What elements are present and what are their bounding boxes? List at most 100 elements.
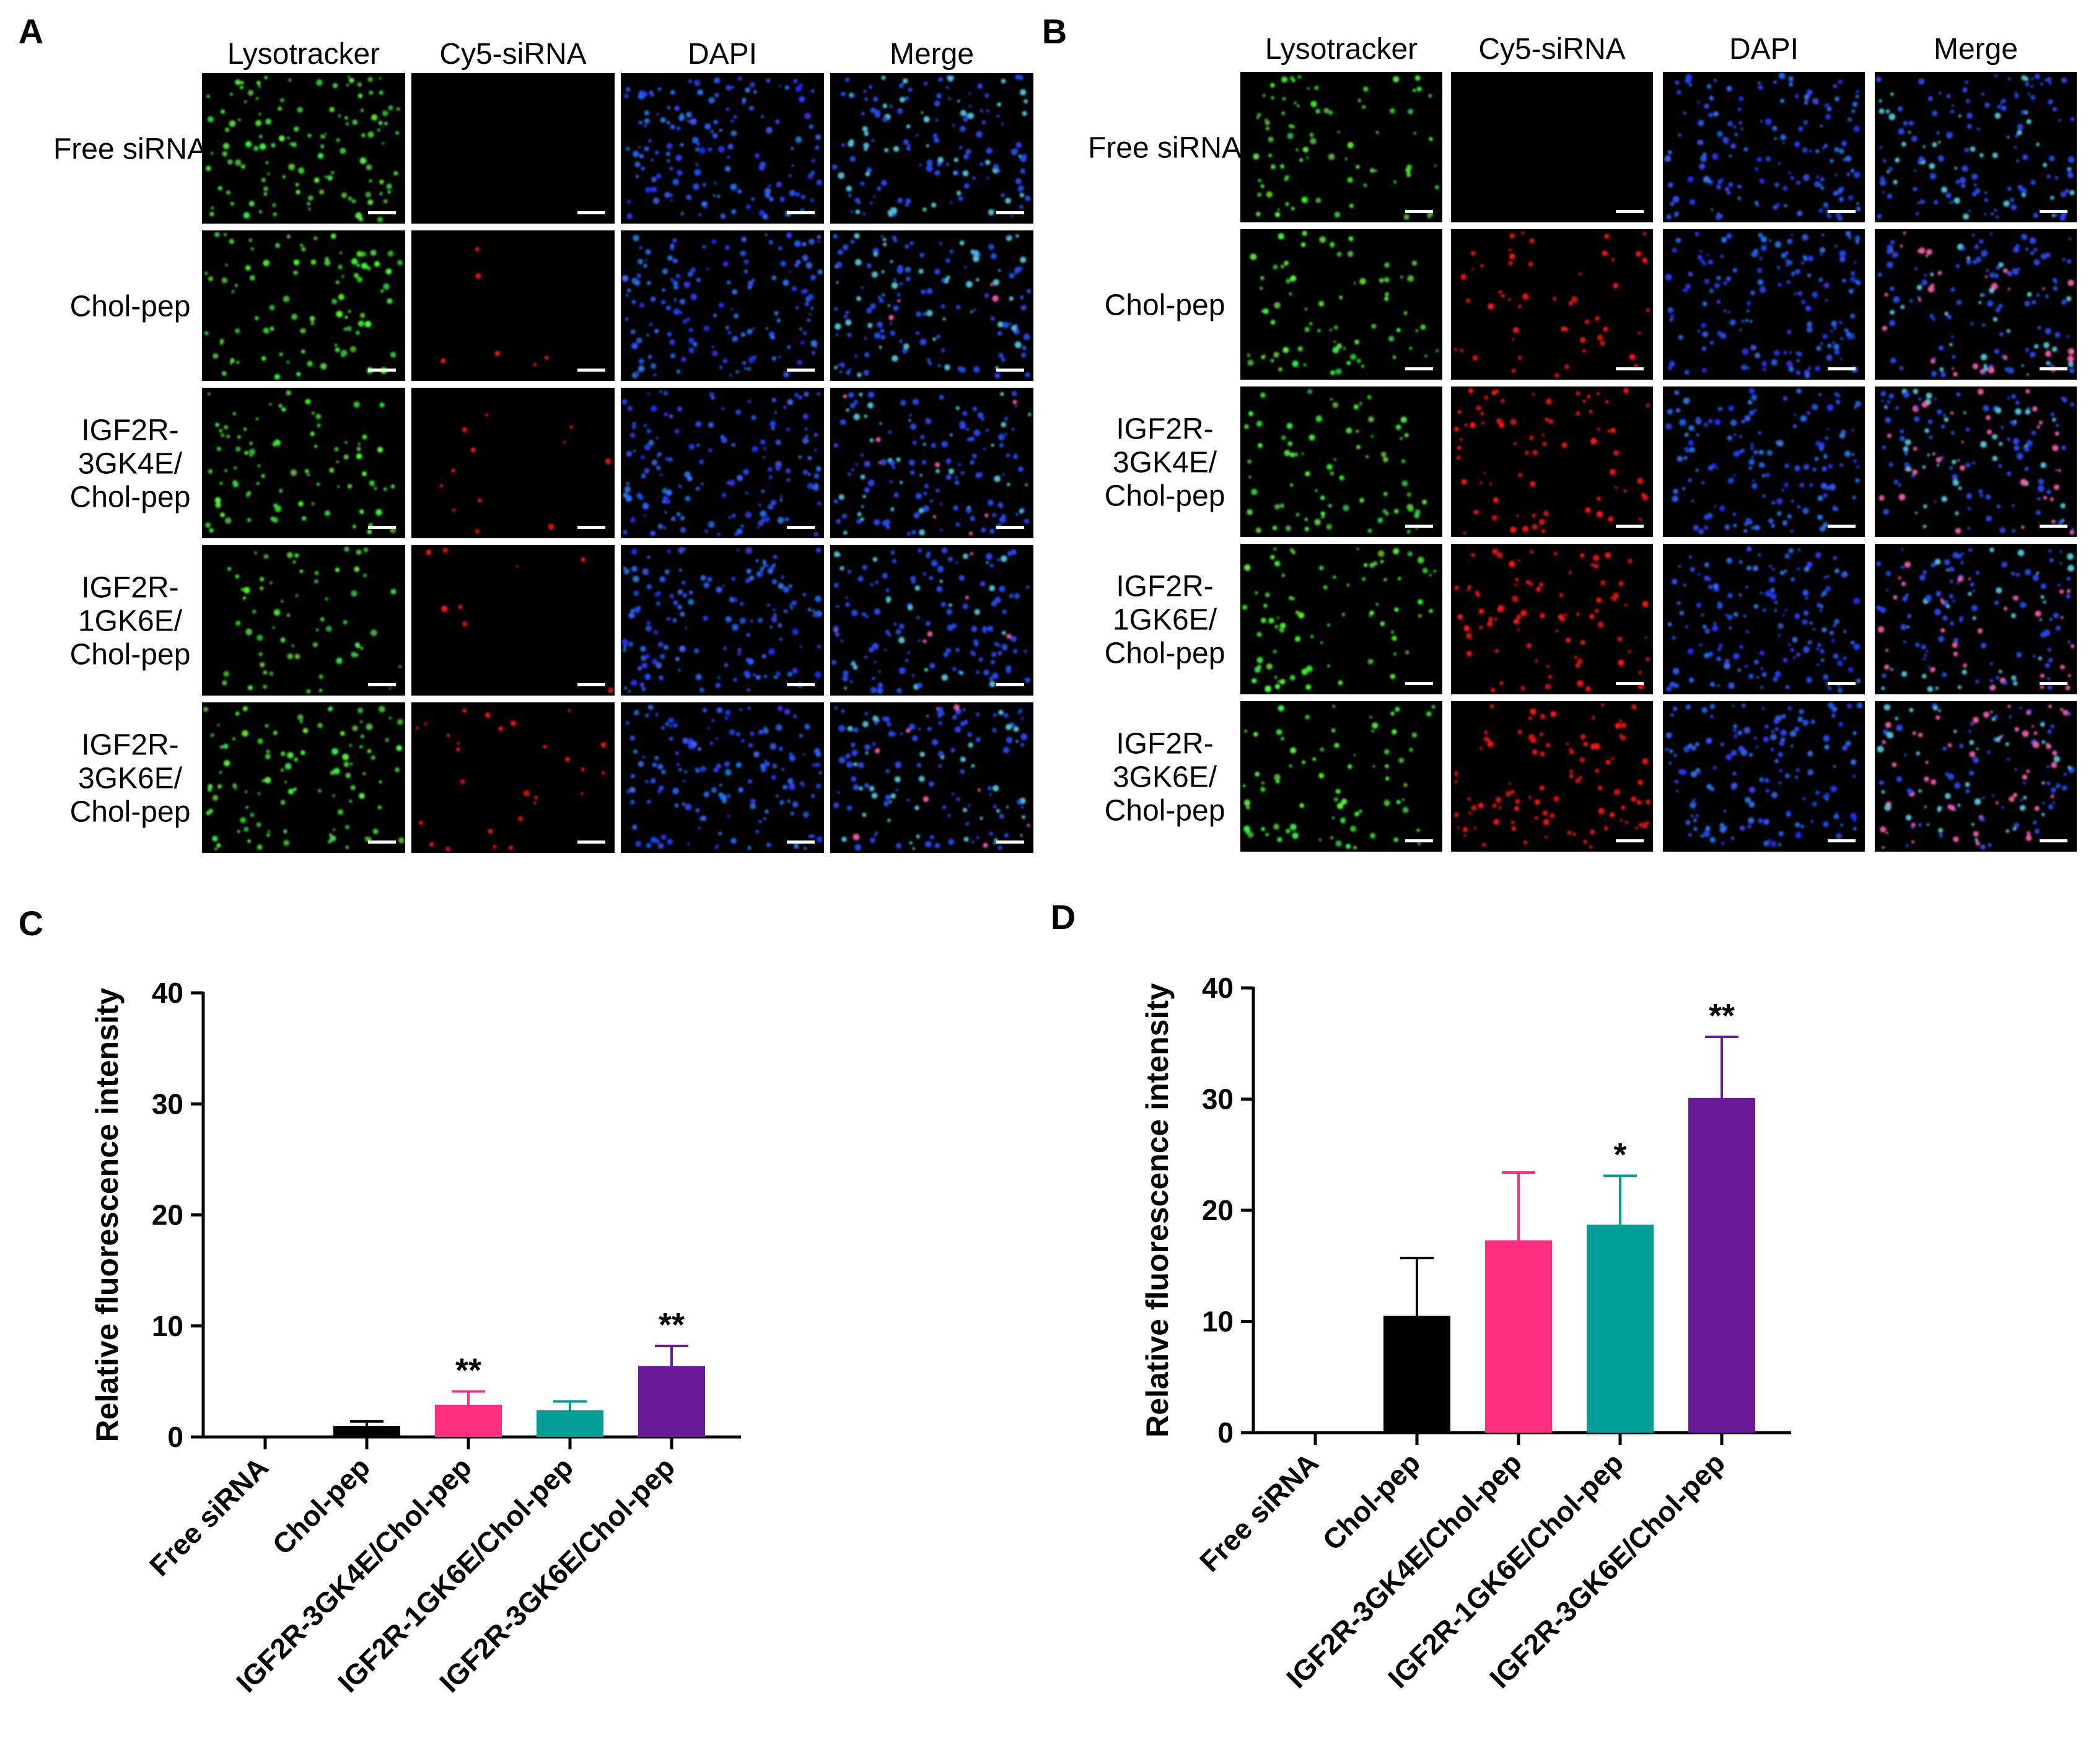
cell-spot xyxy=(247,518,252,522)
cell-spot xyxy=(1799,482,1805,488)
cell-spot xyxy=(1468,388,1474,394)
cell-spot xyxy=(648,139,652,143)
cell-spot xyxy=(1605,552,1611,559)
cell-spot xyxy=(621,399,628,405)
cell-spot xyxy=(2030,95,2036,100)
cell-spot xyxy=(1577,658,1583,665)
cell-spot xyxy=(2046,174,2051,179)
cell-spot xyxy=(996,644,1001,647)
cell-spot xyxy=(1918,732,1923,738)
cell-spot xyxy=(768,196,774,202)
cell-spot xyxy=(857,201,861,205)
cell-spot xyxy=(1820,253,1823,256)
micrograph-lysotracker xyxy=(202,73,405,224)
cell-spot xyxy=(2007,397,2010,400)
cell-spot xyxy=(1406,164,1412,170)
cell-spot xyxy=(1369,614,1372,618)
cell-spot xyxy=(1719,505,1725,512)
cell-spot xyxy=(1759,286,1766,294)
scale-bar xyxy=(996,369,1024,372)
cell-spot xyxy=(1929,163,1935,170)
cell-spot xyxy=(1807,769,1814,775)
cell-spot xyxy=(994,475,1001,482)
cell-spot xyxy=(1796,388,1802,394)
cell-spot xyxy=(1971,823,1975,826)
cell-spot xyxy=(1019,204,1024,209)
cell-spot xyxy=(1941,496,1948,502)
cell-spot xyxy=(1998,442,2003,446)
cell-spot xyxy=(1951,431,1955,435)
bar xyxy=(1587,1225,1654,1433)
cell-spot xyxy=(1856,678,1861,684)
cell-spot xyxy=(626,147,630,151)
cell-spot xyxy=(2023,795,2027,800)
cell-spot xyxy=(1665,423,1672,430)
micrograph-lysotracker xyxy=(202,545,405,696)
cell-spot xyxy=(1273,547,1277,551)
cell-spot xyxy=(699,460,704,465)
cell-spot xyxy=(959,146,963,150)
cell-spot xyxy=(1003,647,1007,651)
cell-spot xyxy=(640,455,645,460)
cell-spot xyxy=(1904,753,1907,757)
cell-spot xyxy=(739,618,747,624)
cell-spot xyxy=(1312,757,1317,761)
cell-spot xyxy=(1576,612,1580,616)
cell-spot xyxy=(2038,421,2043,425)
cell-spot xyxy=(1597,427,1600,431)
cell-spot xyxy=(343,327,348,331)
cell-spot xyxy=(256,482,260,485)
cell-spot xyxy=(1015,234,1019,238)
cell-spot xyxy=(630,608,634,613)
cell-spot xyxy=(989,563,994,568)
cell-spot xyxy=(887,818,891,823)
cell-spot xyxy=(1024,650,1027,653)
cell-spot xyxy=(2060,665,2065,670)
cell-spot xyxy=(630,774,636,779)
cell-spot xyxy=(1331,816,1335,819)
cell-spot xyxy=(601,771,605,775)
cell-spot xyxy=(1750,344,1756,351)
cell-spot xyxy=(1900,305,1905,310)
cell-spot xyxy=(685,803,692,811)
cell-spot xyxy=(1981,323,1986,327)
y-tick-label: 10 xyxy=(152,1310,183,1342)
cell-spot xyxy=(1838,320,1843,325)
cell-spot xyxy=(2010,198,2015,203)
cell-spot xyxy=(947,624,953,631)
cell-spot xyxy=(351,258,358,265)
cell-spot xyxy=(1750,443,1754,447)
cell-spot xyxy=(1943,414,1947,417)
cell-spot xyxy=(641,166,645,171)
cell-spot xyxy=(1605,759,1611,765)
cell-spot xyxy=(1853,827,1857,831)
cell-spot xyxy=(1353,282,1356,285)
cell-spot xyxy=(831,660,837,665)
cell-spot xyxy=(1810,719,1815,725)
cell-spot xyxy=(657,452,662,456)
cell-spot xyxy=(1753,736,1757,740)
cell-spot xyxy=(1473,509,1479,515)
cell-spot xyxy=(2065,685,2071,691)
cell-spot xyxy=(1479,625,1483,630)
cell-spot xyxy=(1025,195,1031,201)
cell-spot xyxy=(1532,524,1538,530)
cell-spot xyxy=(477,498,482,503)
cell-spot xyxy=(2007,136,2010,139)
cell-spot xyxy=(2041,781,2045,785)
cell-spot xyxy=(362,772,366,775)
cell-spot xyxy=(923,505,930,512)
cell-spot xyxy=(783,609,787,613)
cell-spot xyxy=(766,126,773,134)
cell-spot xyxy=(2014,727,2020,732)
cell-spot xyxy=(799,84,803,88)
cell-spot xyxy=(1914,169,1917,172)
cell-spot xyxy=(1699,163,1706,170)
cell-spot xyxy=(906,728,911,733)
cell-spot xyxy=(900,400,906,406)
cell-spot xyxy=(695,767,698,771)
cell-spot xyxy=(1712,153,1719,160)
cell-spot xyxy=(248,238,253,242)
cell-spot xyxy=(833,499,838,504)
cell-spot xyxy=(625,294,629,297)
